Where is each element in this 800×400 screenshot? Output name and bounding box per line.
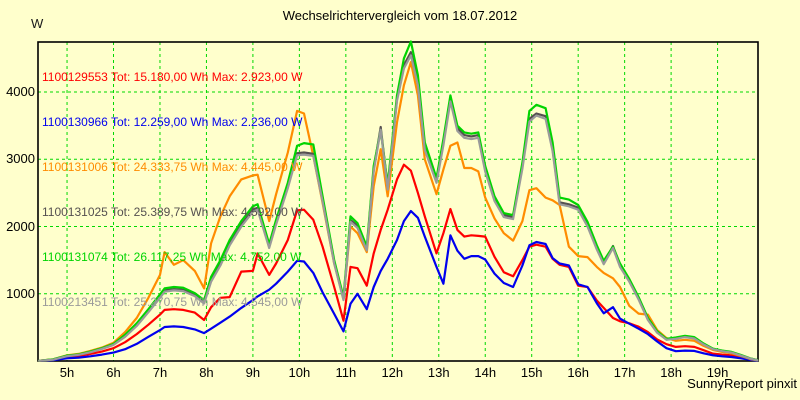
legend-item-1100131025: 1100131025 Tot: 25.389,75 Wh Max: 4.592,…: [42, 205, 303, 219]
x-tick-label-12h: 12h: [381, 365, 404, 380]
x-tick-label-6h: 6h: [106, 365, 121, 380]
y-tick-label-4000: 4000: [6, 84, 35, 100]
y-tick-label-1000: 1000: [6, 285, 35, 301]
y-tick-label-2000: 2000: [6, 218, 35, 234]
legend-item-1100130966: 1100130966 Tot: 12.259,00 Wh Max: 2.236,…: [42, 115, 303, 129]
x-tick-label-5h: 5h: [59, 365, 75, 380]
x-tick-label-15h: 15h: [520, 365, 543, 380]
x-tick-label-13h: 13h: [427, 365, 450, 380]
y-tick-label-3000: 3000: [6, 151, 35, 167]
x-tick-label-10h: 10h: [288, 365, 311, 380]
x-tick-label-14h: 14h: [474, 365, 497, 380]
legend-item-1100131074: 1100131074 Tot: 26.117,25 Wh Max: 4.752,…: [42, 250, 302, 264]
x-tick-label-17h: 17h: [613, 365, 636, 380]
chart-title: Wechselrichtervergleich vom 18.07.2012: [282, 8, 518, 23]
chart-legend: 1100129553 Tot: 15.180,00 Wh Max: 2.923,…: [42, 40, 302, 325]
legend-item-1100213451: 1100213451 Tot: 25.270,75 Wh Max: 4.545,…: [42, 295, 303, 309]
legend-item-1100129553: 1100129553 Tot: 15.180,00 Wh Max: 2.923,…: [42, 70, 303, 84]
footer-credit: SunnyReport pinxit: [687, 376, 797, 391]
x-tick-label-18h: 18h: [660, 365, 682, 380]
x-tick-label-8h: 8h: [199, 365, 214, 380]
x-tick-label-7h: 7h: [152, 365, 168, 380]
x-tick-label-16h: 16h: [567, 365, 590, 380]
y-axis-unit-label: W: [31, 16, 44, 31]
x-tick-label-11h: 11h: [335, 365, 357, 380]
x-tick-label-9h: 9h: [245, 365, 261, 380]
x-tick-label-19h: 19h: [706, 365, 729, 380]
legend-item-1100131006: 1100131006 Tot: 24.333,75 Wh Max: 4.445,…: [42, 160, 303, 174]
